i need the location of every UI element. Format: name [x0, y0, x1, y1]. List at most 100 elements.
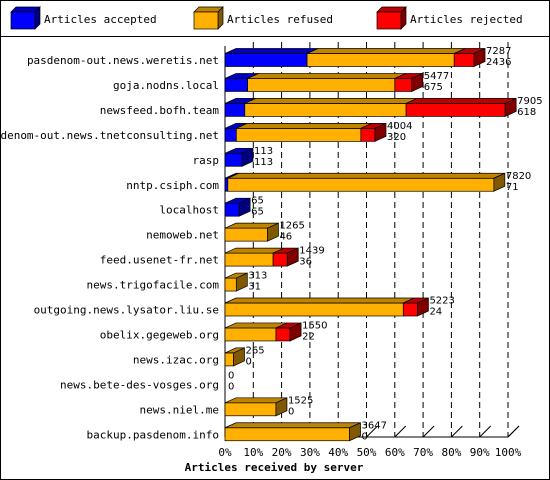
floor-gridline — [479, 425, 492, 438]
value-label-second: 46 — [279, 232, 292, 243]
value-label-total: 7287 — [486, 46, 511, 57]
bar-segment-refused — [247, 78, 396, 92]
category-label: news.niel.me — [140, 403, 219, 416]
x-tick-label: 10% — [243, 446, 263, 459]
x-tick-label: 20% — [272, 446, 292, 459]
category-label: pasdenom-out.news.weretis.net — [27, 54, 219, 67]
bar-segment-refused — [227, 177, 495, 192]
value-label-second: 675 — [424, 82, 443, 93]
bar-segment-refused — [224, 327, 277, 342]
bar-segment-refused — [224, 402, 277, 417]
value-label-total: 5223 — [429, 296, 454, 307]
bar-segment-accepted — [224, 152, 243, 167]
bar-segment-rejected — [453, 53, 475, 67]
bars — [224, 47, 517, 442]
category-label: feed.usenet-fr.net — [100, 254, 219, 267]
category-label: nntp.csiph.com — [126, 179, 219, 192]
floor-gridline — [366, 425, 378, 438]
bar-segment-rejected — [405, 103, 506, 117]
bar-segment-refused — [224, 302, 404, 317]
value-label-total: 1439 — [299, 246, 324, 257]
category-label: newsfeed.bofh.team — [100, 104, 220, 117]
bar-side — [286, 247, 299, 267]
value-label-total: 3647 — [362, 420, 387, 431]
category-label: news.bete-des-vosges.org — [60, 378, 219, 391]
bar-segment-top — [306, 48, 466, 54]
legend: Articles accepted Articles refused Article… — [10, 6, 523, 30]
bar-segment-top — [224, 48, 319, 54]
bar-segment-rejected — [360, 128, 376, 142]
x-tick-label: 0% — [218, 446, 232, 459]
bar-side — [411, 72, 424, 92]
bar-segment-refused — [224, 227, 268, 242]
value-label-total: 1550 — [302, 320, 327, 331]
floor-gridline — [394, 425, 407, 438]
value-label-second: 36 — [299, 257, 312, 268]
category-label: obelix.gegeweb.org — [100, 328, 219, 341]
category-label: outgoing.news.lysator.liu.se — [34, 304, 219, 317]
category-label: pasdenom-out.news.tnetconsulting.net — [0, 129, 219, 142]
bar-segment-refused — [306, 53, 455, 67]
bar-side — [504, 97, 517, 117]
value-label-second: 65 — [251, 207, 264, 218]
bar-segment-top — [247, 73, 406, 79]
value-label-second: 22 — [302, 331, 315, 342]
bar-segment-refused — [244, 103, 407, 117]
x-tick-label: 70% — [413, 446, 433, 459]
bar-segment-refused — [224, 277, 237, 292]
value-label-second: 31 — [248, 282, 261, 293]
x-tick-label: 60% — [385, 446, 405, 459]
bar-side — [241, 147, 254, 167]
bar-segment-rejected — [394, 78, 413, 92]
x-tick-label: 40% — [328, 446, 348, 459]
legend-swatch — [10, 11, 36, 30]
bar-segment-top — [224, 297, 415, 304]
bar-side — [267, 222, 279, 242]
floor-gridline — [507, 425, 520, 438]
bar-segment-accepted — [224, 53, 308, 67]
bar-segment-accepted — [224, 177, 229, 192]
value-label-second: 0 — [228, 381, 234, 392]
bar-segment-accepted — [224, 202, 240, 217]
x-tick-label: 100% — [495, 446, 522, 459]
value-label-second: 71 — [506, 182, 519, 193]
value-label-total: 7905 — [517, 96, 542, 107]
value-label-second: 0 — [362, 431, 368, 442]
bar-segment-refused — [235, 128, 362, 142]
bar-side — [417, 297, 429, 317]
bar-segment-accepted — [224, 78, 248, 92]
bar-side — [275, 397, 288, 417]
bar-segment-rejected — [272, 252, 288, 267]
value-labels: 7287243654776757905618400432011311378207… — [228, 46, 543, 442]
value-label-total: 65 — [251, 196, 264, 207]
bar-segment-accepted — [224, 128, 237, 142]
value-label-total: 265 — [245, 345, 264, 356]
value-label-total: 4004 — [387, 121, 412, 132]
legend-swatch — [193, 11, 219, 30]
x-tick-label: 80% — [441, 446, 461, 459]
value-label-second: 0 — [245, 356, 251, 367]
bar-segment-refused — [224, 352, 234, 367]
bar-side — [349, 422, 361, 442]
bar-segment-top — [244, 98, 418, 104]
bar-side — [493, 172, 506, 192]
category-label: backup.pasdenom.info — [87, 428, 219, 441]
x-ticks: 0% 10% 20% 30% 40% 50% 60% 70% 80% 90% 100% — [218, 446, 521, 459]
category-label: nemoweb.net — [146, 229, 219, 242]
bar-segment-refused — [224, 427, 350, 442]
bar-segment-rejected — [402, 302, 418, 317]
value-label-total: 313 — [248, 271, 267, 282]
value-label-total: 5477 — [424, 71, 449, 82]
x-tick-label: 30% — [300, 446, 320, 459]
bar-side — [289, 322, 302, 342]
category-label: news.trigofacile.com — [87, 279, 220, 292]
category-label: news.izac.org — [133, 353, 219, 366]
x-tick-label: 50% — [357, 446, 377, 459]
x-tick-label: 90% — [470, 446, 490, 459]
value-label-second: 24 — [429, 307, 442, 318]
bar-side — [473, 47, 486, 68]
bar-segment-top — [405, 98, 517, 104]
bar-side — [238, 197, 251, 217]
value-label-second: 618 — [517, 107, 536, 118]
value-label-total: 113 — [254, 146, 273, 157]
